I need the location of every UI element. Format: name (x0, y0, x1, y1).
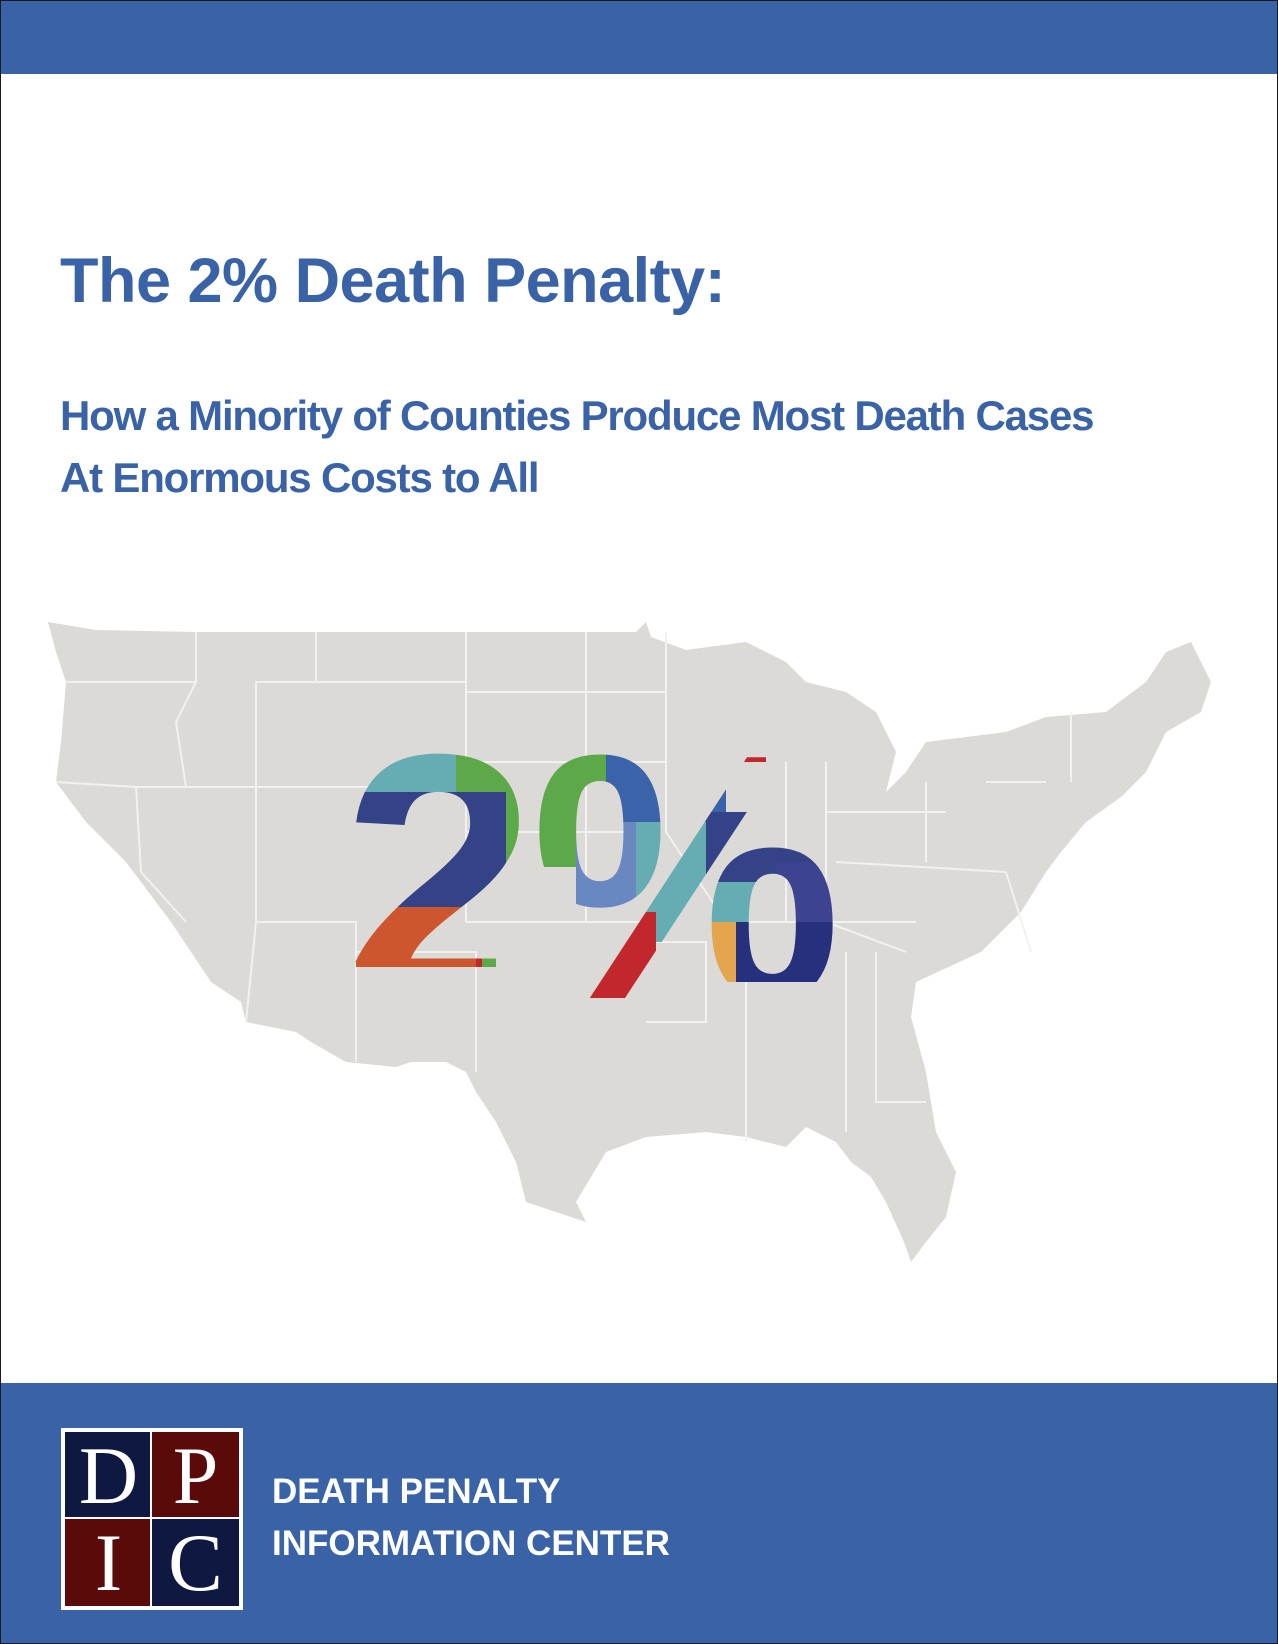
logo-letter-d: D (65, 1432, 152, 1519)
org-name-line-2: INFORMATION CENTER (272, 1524, 670, 1563)
report-title: The 2% Death Penalty: (60, 246, 726, 316)
report-subtitle: How a Minority of Counties Produce Most … (60, 385, 1094, 509)
dpic-logo: D P I C (61, 1428, 243, 1610)
two-percent-graphic (342, 682, 836, 1002)
organization-name: DEATH PENALTY INFORMATION CENTER (272, 1466, 670, 1570)
logo-letter-p: P (152, 1432, 239, 1519)
logo-divider-vertical (150, 1432, 152, 1606)
top-banner (1, 1, 1277, 74)
org-name-line-1: DEATH PENALTY (272, 1472, 561, 1511)
subtitle-line-1: How a Minority of Counties Produce Most … (60, 392, 1094, 439)
logo-letter-i: I (65, 1519, 152, 1606)
us-map-illustration: 2% (48, 622, 1211, 1262)
logo-divider-horizontal (65, 1517, 239, 1519)
logo-letter-c: C (152, 1519, 239, 1606)
subtitle-line-2: At Enormous Costs to All (60, 454, 540, 501)
